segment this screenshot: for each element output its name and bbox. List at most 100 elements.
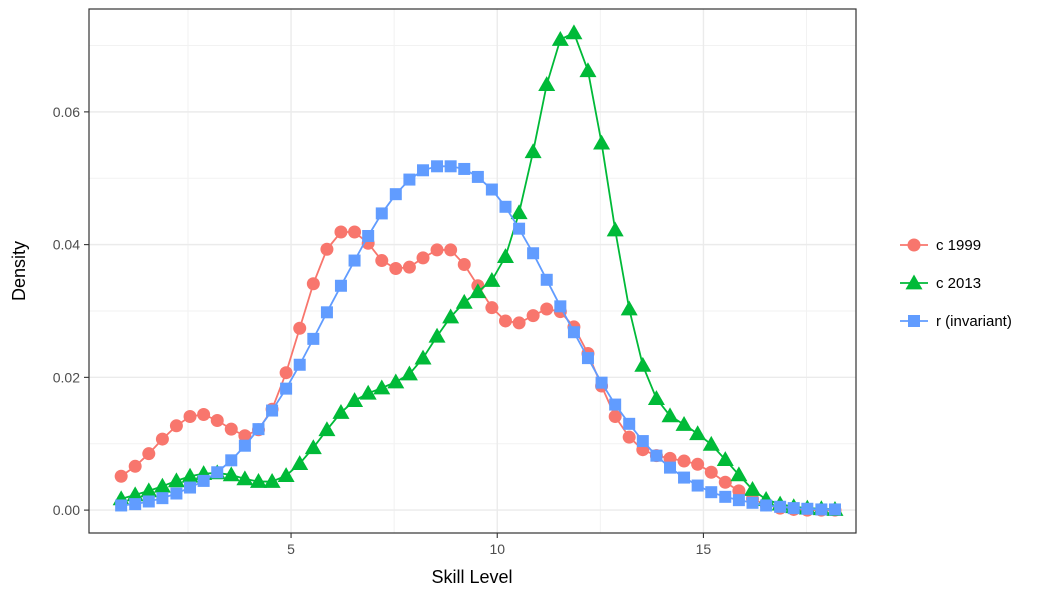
data-point-r-invariant (389, 188, 402, 201)
legend-label: r (invariant) (936, 313, 1012, 330)
data-point-c-1999 (142, 447, 156, 461)
data-point-c-1999 (293, 321, 307, 335)
series-c-2013 (112, 24, 844, 516)
data-point-c-1999 (704, 465, 718, 479)
data-point-r-invariant (609, 398, 622, 411)
legend-label: c 2013 (936, 275, 981, 292)
data-point-r-invariant (320, 306, 333, 319)
legend-item-c-2013: c 2013 (900, 274, 981, 292)
data-point-r-invariant (403, 173, 416, 186)
data-point-c-2013 (730, 466, 748, 482)
data-point-c-2013 (716, 451, 734, 467)
data-point-c-2013 (442, 308, 460, 324)
data-point-c-1999 (444, 243, 458, 257)
data-point-c-1999 (691, 457, 705, 471)
data-point-r-invariant (787, 502, 800, 515)
data-point-r-invariant (801, 502, 814, 515)
data-point-r-invariant (184, 481, 197, 494)
data-point-c-2013 (469, 283, 487, 299)
data-point-r-invariant (595, 376, 608, 389)
data-point-r-invariant (774, 500, 787, 513)
data-point-c-2013 (620, 300, 638, 316)
data-point-r-invariant (471, 170, 484, 183)
data-point-r-invariant (375, 207, 388, 220)
data-point-r-invariant (746, 496, 759, 509)
data-point-c-1999 (375, 254, 389, 268)
x-axis-title: Skill Level (431, 567, 512, 587)
data-point-c-2013 (483, 271, 501, 287)
data-point-r-invariant (650, 449, 663, 462)
data-point-r-invariant (691, 479, 704, 492)
y-axis-title: Density (9, 241, 29, 301)
data-point-r-invariant (760, 499, 773, 512)
data-point-c-2013 (373, 379, 391, 395)
data-point-c-1999 (210, 414, 224, 428)
data-point-c-1999 (540, 302, 554, 316)
legend-item-c-1999: c 1999 (900, 237, 981, 254)
data-point-c-1999 (279, 366, 293, 380)
data-point-r-invariant (307, 332, 320, 345)
data-point-c-2013 (304, 439, 322, 455)
data-point-c-2013 (647, 390, 665, 405)
data-point-r-invariant (211, 466, 224, 479)
data-point-r-invariant (197, 474, 210, 487)
y-tick-label: 0.02 (53, 369, 80, 385)
data-point-c-1999 (677, 454, 691, 468)
data-point-r-invariant (554, 300, 567, 313)
data-point-c-1999 (526, 309, 540, 323)
legend-key-marker (905, 274, 923, 290)
data-point-c-1999 (334, 225, 348, 239)
data-point-c-1999 (348, 225, 362, 239)
data-point-c-2013 (743, 481, 761, 496)
data-point-c-1999 (155, 432, 169, 446)
data-point-c-2013 (359, 384, 377, 400)
data-point-r-invariant (142, 495, 155, 508)
data-point-c-1999 (169, 419, 183, 433)
legend-item-r-invariant: r (invariant) (900, 313, 1012, 330)
y-tick-label: 0.04 (53, 237, 80, 253)
x-tick-label: 5 (287, 541, 295, 557)
data-point-c-1999 (128, 459, 142, 473)
data-point-c-1999 (389, 262, 403, 276)
data-point-c-2013 (236, 470, 254, 486)
data-point-r-invariant (225, 454, 238, 467)
data-point-c-2013 (318, 421, 336, 437)
data-point-c-2013 (277, 467, 295, 482)
data-point-c-2013 (702, 435, 720, 451)
data-point-r-invariant (705, 486, 718, 499)
data-point-r-invariant (334, 279, 347, 292)
data-point-c-2013 (593, 134, 611, 150)
data-point-c-1999 (306, 277, 320, 291)
plot-panel (89, 9, 856, 533)
data-point-r-invariant (581, 352, 594, 365)
data-point-c-1999 (402, 260, 416, 274)
data-point-c-2013 (455, 293, 473, 309)
data-point-c-1999 (416, 251, 430, 265)
data-point-c-2013 (634, 356, 652, 372)
data-point-c-1999 (485, 301, 499, 315)
data-point-r-invariant (444, 160, 457, 173)
data-point-c-2013 (496, 248, 514, 263)
data-point-c-1999 (224, 422, 238, 436)
data-point-c-2013 (222, 466, 240, 482)
data-point-c-2013 (332, 404, 350, 419)
data-point-r-invariant (540, 273, 553, 286)
data-point-c-2013 (428, 327, 446, 343)
x-tick-label: 15 (696, 541, 712, 557)
data-point-c-1999 (114, 469, 128, 483)
data-point-c-1999 (512, 316, 526, 330)
data-point-r-invariant (485, 183, 498, 196)
data-point-c-2013 (538, 76, 556, 92)
data-point-r-invariant (678, 471, 691, 484)
data-point-r-invariant (252, 423, 265, 436)
data-point-r-invariant (567, 326, 580, 339)
data-point-r-invariant (499, 200, 512, 213)
data-point-c-2013 (167, 472, 185, 488)
data-point-c-2013 (551, 31, 569, 46)
data-point-c-2013 (126, 486, 144, 502)
data-point-c-2013 (675, 415, 693, 431)
major-grid (89, 9, 856, 533)
data-point-r-invariant (458, 162, 471, 175)
data-point-c-2013 (524, 143, 542, 159)
